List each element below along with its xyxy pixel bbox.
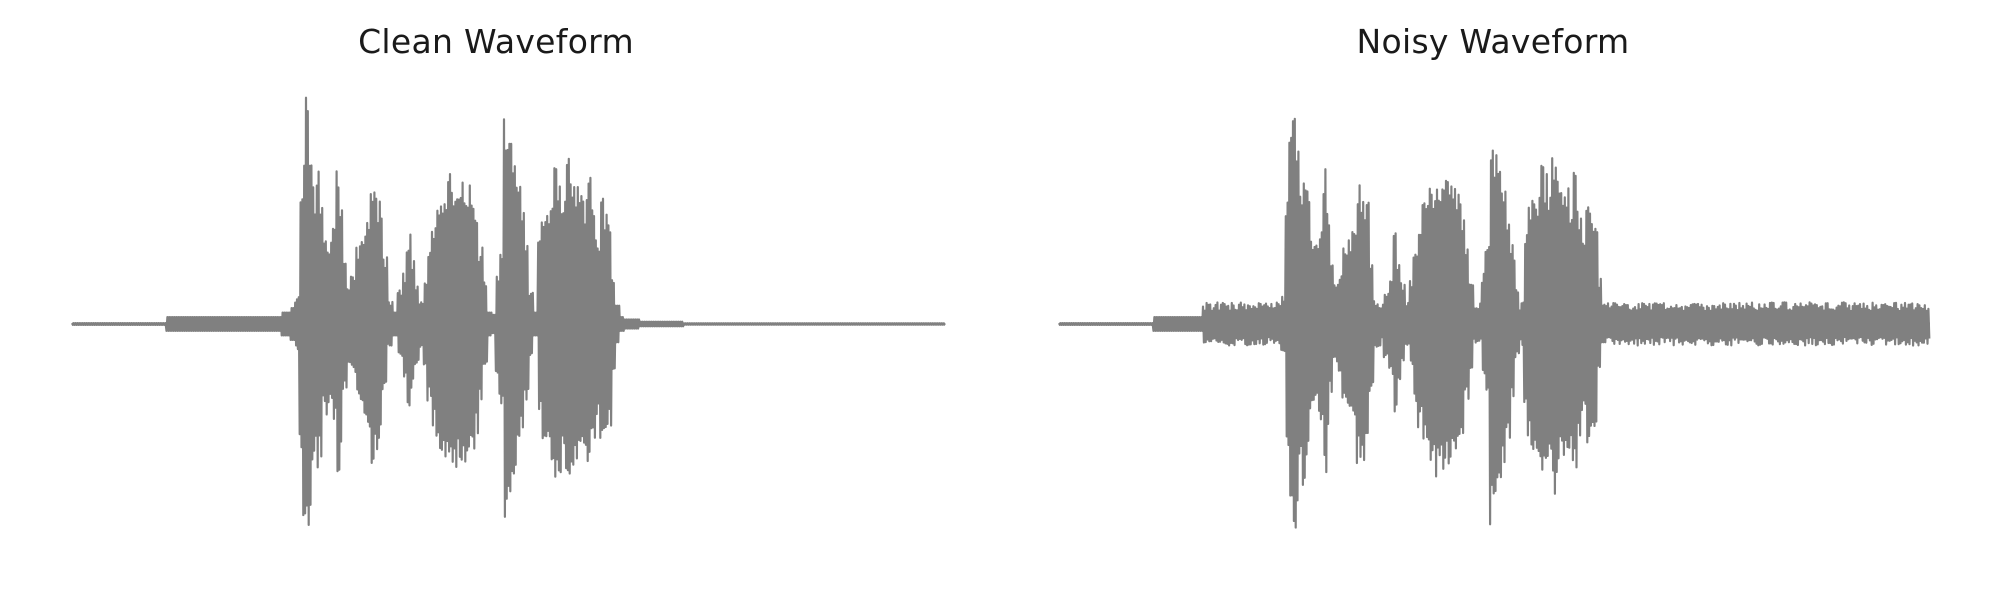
noisy-waveform-series-line <box>1058 117 1931 529</box>
clean-waveform-plot <box>71 96 946 527</box>
clean-waveform-title: Clean Waveform <box>358 22 634 61</box>
noisy-waveform-plot <box>1058 117 1931 529</box>
clean-waveform-panel: Clean Waveform <box>71 22 946 527</box>
noisy-waveform-panel: Noisy Waveform <box>1000 0 2000 600</box>
noisy-waveform-title: Noisy Waveform <box>1356 22 1630 61</box>
clean-waveform-series-line <box>71 96 946 527</box>
